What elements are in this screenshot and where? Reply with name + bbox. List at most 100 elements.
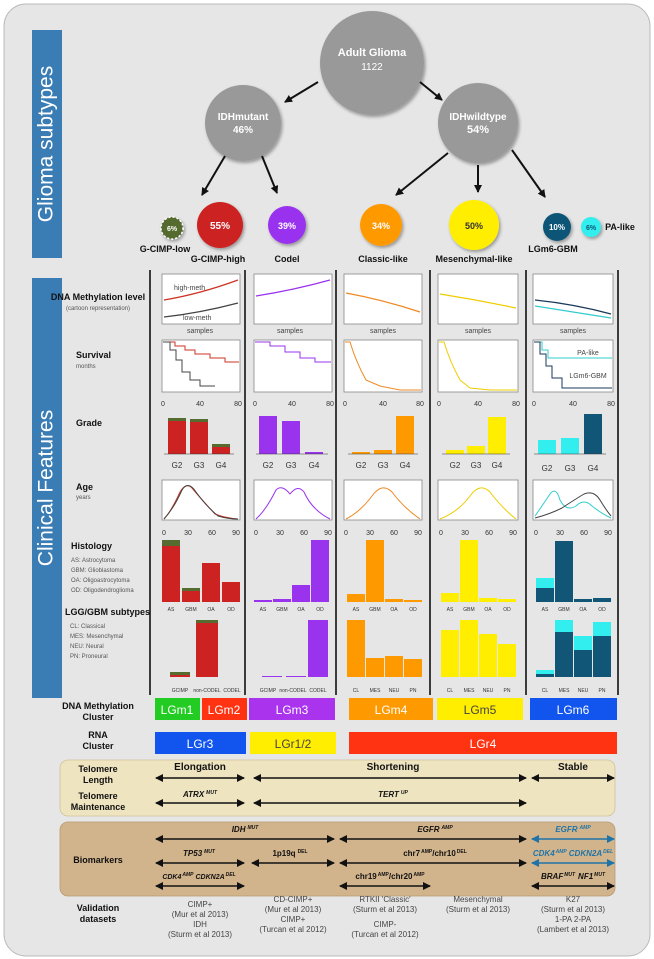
age-box-1 bbox=[161, 479, 241, 521]
hist-bar bbox=[162, 540, 180, 602]
grade-cat: G4 bbox=[309, 461, 320, 470]
hist-cat: AS bbox=[447, 607, 454, 613]
hist-cat: AS bbox=[168, 607, 175, 613]
surv-tick: 0 bbox=[161, 401, 165, 408]
gcimp-low-circle bbox=[160, 216, 184, 240]
grade-row-title: Grade bbox=[76, 418, 102, 428]
surv-tick: 0 bbox=[532, 401, 536, 408]
surv-tick: 0 bbox=[437, 401, 441, 408]
codel-cat: non-CODEL bbox=[279, 688, 306, 694]
age-tick: 30 bbox=[184, 530, 192, 537]
lgg-row-title: LGG/GBM subtypes bbox=[65, 607, 150, 617]
cdk4-lgm6-marker: CDK4AMP CDKN2ADEL bbox=[533, 849, 613, 858]
hist-bar bbox=[441, 593, 459, 602]
validation-text: CIMP- bbox=[374, 920, 397, 929]
stable-label: Stable bbox=[558, 762, 588, 773]
egfr-lgm6-marker: EGFR AMP bbox=[555, 825, 591, 834]
age-tick: 0 bbox=[162, 530, 166, 537]
arrow-to-codel bbox=[261, 155, 279, 194]
meth-codel-curve bbox=[255, 279, 331, 297]
cluster-lgm2 bbox=[202, 698, 247, 720]
surv-tick: 80 bbox=[512, 401, 520, 408]
age-classic-curve bbox=[345, 487, 421, 520]
mesenchymal-like-pct: 50% bbox=[465, 221, 483, 231]
codel-cat: CODEL bbox=[223, 688, 240, 694]
subtype-bar bbox=[262, 676, 282, 677]
lgg-cat: NEU bbox=[578, 688, 589, 694]
age-tick: 60 bbox=[390, 530, 398, 537]
lgm6-gbm-pct: 10% bbox=[549, 223, 565, 232]
grade-bar-cap bbox=[190, 419, 208, 422]
surv-tick: 80 bbox=[416, 401, 424, 408]
age-tick: 30 bbox=[556, 530, 564, 537]
lgg-cat: MES bbox=[370, 688, 382, 694]
lgg-note: NEU: Neural bbox=[70, 644, 104, 650]
grade-bar bbox=[374, 450, 392, 454]
gcimp-high-pct: 55% bbox=[210, 221, 230, 232]
classic-like-pct: 34% bbox=[372, 221, 390, 231]
grade-cat: G3 bbox=[378, 461, 389, 470]
hist-bar bbox=[460, 540, 478, 602]
validation-text: 1-PA 2-PA bbox=[555, 915, 592, 924]
hist-cat: OA bbox=[297, 607, 305, 613]
lgg-note: MES: Mesenchymal bbox=[70, 634, 123, 640]
hist-bar bbox=[479, 598, 497, 602]
surv-tick: 40 bbox=[288, 401, 296, 408]
hist-bar bbox=[311, 540, 329, 602]
tert-label: TERT UP bbox=[378, 790, 408, 799]
grade-bar bbox=[396, 416, 414, 454]
cluster-lgm5-label: LGm5 bbox=[464, 703, 497, 717]
lgg-cat: NEU bbox=[389, 688, 400, 694]
subtype-bar bbox=[574, 650, 592, 677]
validation-label-line2: datasets bbox=[80, 914, 117, 924]
hist-cat: OD bbox=[503, 607, 511, 613]
codel-label: Codel bbox=[274, 254, 299, 264]
surv-box-4 bbox=[437, 339, 519, 393]
gcimp-low-pct: 6% bbox=[167, 226, 178, 233]
age-low-curve bbox=[163, 485, 239, 520]
age-tick: 90 bbox=[232, 530, 240, 537]
hist-cat: OA bbox=[390, 607, 398, 613]
lgg-cat: CL bbox=[542, 688, 549, 694]
subtype-chart-2 bbox=[262, 620, 328, 677]
surv-tick: 40 bbox=[379, 401, 387, 408]
validation-text: (Sturm et al 2013) bbox=[168, 930, 232, 939]
cdk4-marker: CDK4AMP CDKN2ADEL bbox=[162, 872, 235, 881]
subtype-bar-cap bbox=[196, 620, 218, 623]
clinical-features-label: Clinical Features bbox=[35, 410, 58, 566]
subtype-bar bbox=[593, 636, 611, 677]
histology-chart-2 bbox=[254, 540, 329, 602]
validation-text: RTKII 'Classic' bbox=[359, 895, 411, 904]
chr7-marker: chr7AMP/chr10DEL bbox=[403, 849, 467, 858]
validation-text: CIMP+ bbox=[281, 915, 306, 924]
surv-tick: 0 bbox=[253, 401, 257, 408]
surv-tick: 40 bbox=[196, 401, 204, 408]
age-tick: 90 bbox=[509, 530, 517, 537]
telomere-length-label-line1: Telomere bbox=[78, 764, 117, 774]
subtype-bar bbox=[536, 674, 554, 677]
hist-bar bbox=[555, 541, 573, 602]
adult-glioma-count: 1122 bbox=[361, 62, 383, 73]
grade-bar bbox=[538, 440, 556, 454]
grade-bar bbox=[561, 438, 579, 454]
histology-note: OD: Oligodendroglioma bbox=[71, 588, 134, 594]
samples-label: samples bbox=[560, 328, 587, 335]
lgg-cat: PN bbox=[504, 688, 511, 694]
lgg-note: CL: Classical bbox=[70, 624, 105, 630]
cluster-lgm4-label: LGm4 bbox=[375, 703, 408, 717]
subtype-chart-5 bbox=[536, 620, 611, 677]
clinical-features-bar bbox=[32, 278, 62, 698]
age-tick: 30 bbox=[276, 530, 284, 537]
cluster-lgr3 bbox=[155, 732, 246, 754]
lgm6-gbm-label: LGm6-GBM bbox=[528, 244, 578, 254]
age-tick: 30 bbox=[366, 530, 374, 537]
telomere-band bbox=[59, 759, 616, 817]
meth-box-3 bbox=[343, 273, 423, 325]
classic-like-circle bbox=[360, 204, 402, 246]
subtype-chart-4 bbox=[441, 620, 516, 677]
cluster-lgm1-label: LGm1 bbox=[161, 703, 194, 717]
age-box-2 bbox=[253, 479, 333, 521]
histology-note: GBM: Glioblastoma bbox=[71, 568, 124, 574]
age-lgm6-curve bbox=[534, 492, 612, 519]
validation-text: (Sturm et al 2013) bbox=[541, 905, 605, 914]
